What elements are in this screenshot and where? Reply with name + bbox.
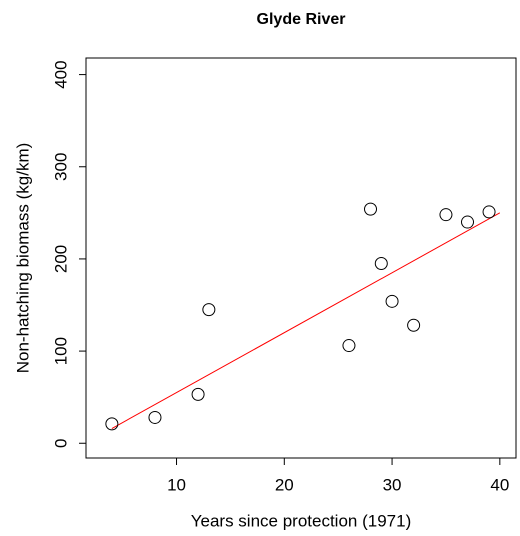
point — [374, 257, 388, 271]
point — [148, 410, 162, 424]
point — [202, 303, 216, 317]
x-tick-label: 10 — [167, 475, 186, 494]
point — [364, 202, 378, 216]
point — [342, 339, 356, 353]
x-tick-label: 30 — [383, 475, 402, 494]
point — [191, 387, 205, 401]
chart-title: Glyde River — [257, 11, 346, 28]
y-tick-label: 400 — [51, 60, 70, 88]
fit-line — [111, 212, 501, 429]
y-tick-label: 200 — [51, 245, 70, 273]
x-tick-label: 20 — [275, 475, 294, 494]
x-tick-label: 40 — [490, 475, 509, 494]
point — [105, 417, 119, 431]
plot-box — [85, 57, 517, 459]
y-tick-label: 300 — [51, 153, 70, 181]
x-axis-label: Years since protection (1971) — [191, 511, 412, 530]
y-tick-label: 100 — [51, 337, 70, 365]
y-axis-label: Non-hatching biomass (kg/km) — [13, 143, 32, 374]
point — [385, 294, 399, 308]
point — [439, 208, 453, 222]
point — [461, 215, 475, 229]
y-tick-label: 0 — [51, 439, 70, 448]
point — [482, 205, 496, 219]
point — [407, 318, 421, 332]
